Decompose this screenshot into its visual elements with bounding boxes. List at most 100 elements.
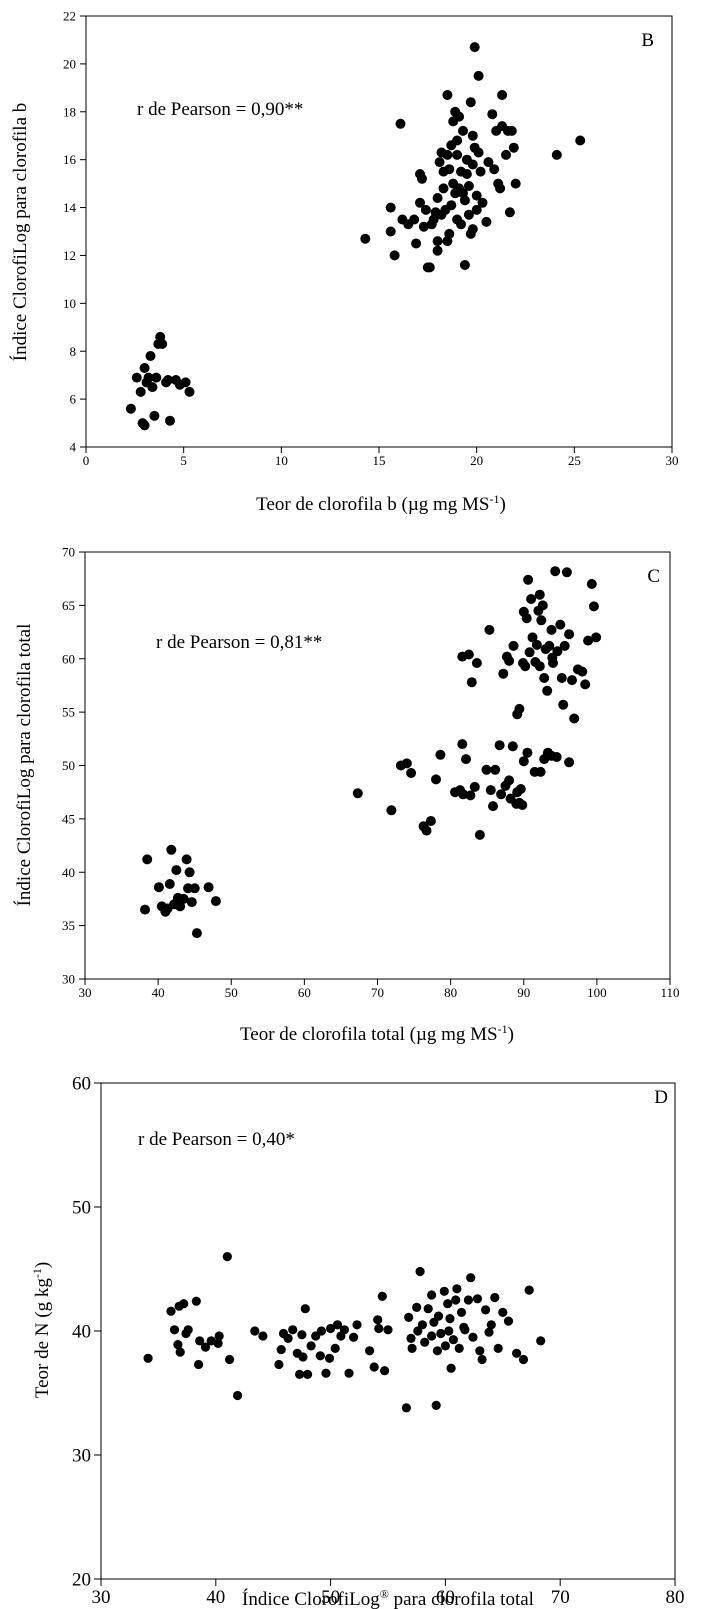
data-point <box>493 1343 503 1353</box>
data-point <box>469 42 480 53</box>
data-point <box>412 1302 422 1312</box>
data-point <box>481 216 492 227</box>
pearson-annotation: r de Pearson = 0,81** <box>156 632 322 653</box>
data-point <box>143 372 154 383</box>
data-point <box>486 1320 496 1330</box>
data-point <box>474 829 485 840</box>
data-point <box>386 805 397 816</box>
data-point <box>175 901 186 912</box>
data-point <box>297 1330 307 1340</box>
data-point <box>591 632 602 643</box>
x-axis-label: Teor de clorofila b (µg mg MS-1) <box>256 492 506 515</box>
data-point <box>504 775 515 786</box>
data-point <box>171 865 182 876</box>
data-point <box>445 1314 455 1324</box>
data-point <box>406 768 417 778</box>
x-tick-label: 90 <box>517 985 530 1000</box>
data-point <box>454 111 465 122</box>
data-point <box>514 703 525 714</box>
data-point <box>404 1312 414 1322</box>
data-point <box>436 1328 446 1339</box>
data-point <box>420 1337 430 1347</box>
data-point <box>424 262 435 273</box>
data-point <box>300 1304 310 1314</box>
data-point <box>473 70 484 81</box>
data-point <box>427 1331 437 1341</box>
data-point <box>213 1338 223 1348</box>
data-point <box>442 90 453 100</box>
data-point <box>451 1295 461 1305</box>
data-point <box>501 149 511 160</box>
data-point <box>461 754 471 765</box>
data-point <box>288 1325 298 1335</box>
data-point <box>452 149 463 160</box>
data-point <box>443 1299 453 1309</box>
x-tick-label: 30 <box>666 453 679 468</box>
data-point <box>534 589 545 600</box>
y-tick-label: 4 <box>70 440 77 455</box>
data-point <box>466 677 477 688</box>
data-point <box>471 204 482 215</box>
data-point <box>551 752 562 762</box>
data-point <box>511 1348 522 1358</box>
x-tick-label: 20 <box>470 453 483 468</box>
pearson-annotation: r de Pearson = 0,40* <box>138 1129 295 1150</box>
data-point <box>586 579 597 589</box>
data-point <box>417 173 427 184</box>
tick-group: 0 5 10 15 20 25 30 4 6 8 10 12 14 16 18 20 22 <box>63 9 679 468</box>
data-point <box>535 766 546 777</box>
data-point <box>438 183 449 194</box>
y-tick-label: 8 <box>70 344 77 359</box>
data-point <box>298 1352 308 1362</box>
data-point <box>139 363 150 373</box>
tick-group: 30 40 50 60 70 80 90 100 110 30 35 40 45 50 55 60 65 70 <box>62 545 680 1000</box>
data-point <box>542 685 553 696</box>
data-point <box>401 1403 411 1413</box>
data-point <box>446 1363 456 1373</box>
data-point <box>561 567 572 578</box>
y-tick-label: 35 <box>62 918 75 933</box>
data-point <box>145 351 156 361</box>
data-point <box>377 1291 387 1301</box>
data-point <box>454 1343 464 1353</box>
y-tick-label: 20 <box>72 1570 91 1591</box>
x-tick-label: 10 <box>275 453 288 468</box>
data-point <box>459 195 470 206</box>
data-point <box>485 785 496 796</box>
data-point <box>365 1346 375 1356</box>
data-point <box>435 749 446 760</box>
data-point <box>465 97 476 108</box>
data-point <box>194 1359 204 1370</box>
data-point <box>352 788 363 799</box>
data-point <box>467 224 478 235</box>
data-point <box>324 1353 335 1363</box>
data-point <box>432 1346 442 1356</box>
data-point <box>214 1331 224 1341</box>
data-point <box>186 897 197 908</box>
y-tick-label: 18 <box>63 104 76 119</box>
data-point <box>466 1273 476 1283</box>
data-point <box>496 789 507 800</box>
y-tick-label: 65 <box>62 598 75 613</box>
data-point <box>463 181 474 191</box>
data-point <box>477 197 488 208</box>
data-point <box>339 1325 349 1335</box>
points-group <box>143 1252 546 1413</box>
data-point <box>295 1369 305 1379</box>
data-point <box>487 109 498 120</box>
data-point <box>434 157 445 168</box>
data-point <box>183 1325 193 1335</box>
data-point <box>517 800 528 810</box>
data-point <box>344 1368 354 1378</box>
panel-c-chart: 30 40 50 60 70 80 90 100 110 30 35 40 45 50 55 60 65 70 C… <box>13 545 680 1045</box>
x-tick-label: 70 <box>551 1587 570 1608</box>
data-point <box>458 125 468 136</box>
data-point <box>497 90 508 100</box>
data-point <box>418 221 429 232</box>
data-point <box>518 756 529 767</box>
data-point <box>125 403 136 414</box>
data-point <box>503 1316 514 1326</box>
data-point <box>444 164 455 175</box>
